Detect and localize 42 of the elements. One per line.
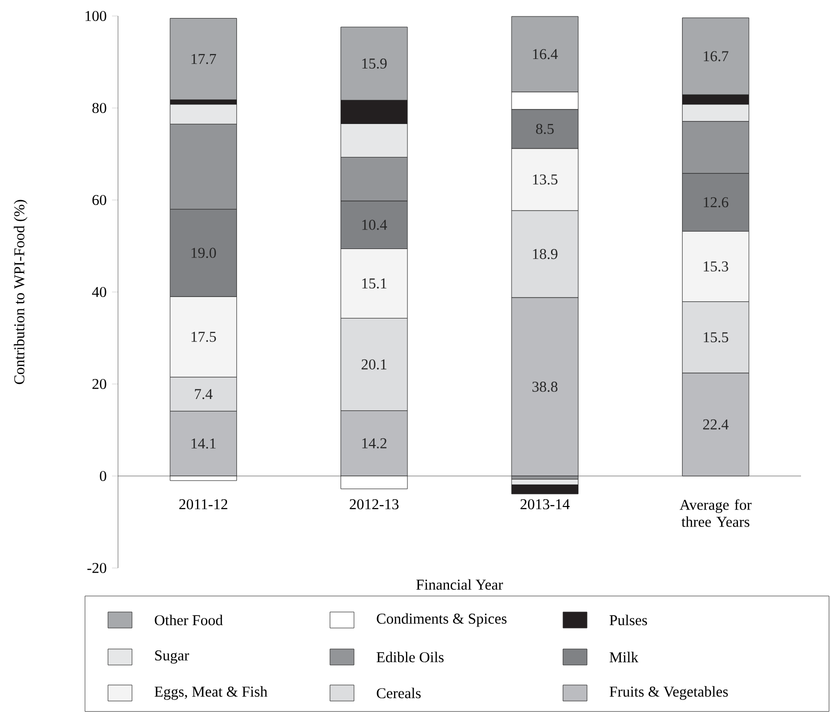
x-axis-title: Financial Year bbox=[416, 579, 503, 590]
legend-label: Edible Oils bbox=[376, 652, 444, 662]
y-axis-title: Contribution to WPI-Food (%) bbox=[14, 200, 28, 384]
y-tick-label: 40 bbox=[92, 286, 106, 298]
x-tick-label: 2013-14 bbox=[520, 499, 570, 510]
y-tick-label: 80 bbox=[92, 102, 106, 114]
data-label: 12.6 bbox=[704, 197, 728, 208]
legend-label: Milk bbox=[610, 652, 638, 662]
x-tick-label: 2011-12 bbox=[179, 499, 228, 510]
data-label: 15.1 bbox=[362, 278, 386, 289]
y-tick-label: 100 bbox=[86, 10, 106, 22]
data-label: 10.4 bbox=[362, 220, 388, 230]
data-label: 38.8 bbox=[532, 382, 558, 392]
y-tick-label: -20 bbox=[87, 562, 106, 574]
data-label: 14.1 bbox=[192, 438, 216, 449]
data-label: 22.4 bbox=[703, 419, 729, 430]
data-label: 17.5 bbox=[192, 332, 216, 342]
data-label: 15.3 bbox=[704, 261, 728, 272]
data-label: 16.4 bbox=[533, 49, 558, 60]
legend-label: Sugar bbox=[155, 650, 190, 664]
data-label: 13.5 bbox=[533, 174, 558, 185]
data-label: 17.7 bbox=[192, 54, 216, 64]
legend-label: Pulses bbox=[610, 614, 648, 626]
legend-label: Fruits & Vegetables bbox=[610, 686, 728, 700]
data-label: 15.5 bbox=[704, 332, 728, 342]
legend-label: Cereals bbox=[376, 688, 421, 698]
legend-label: Eggs, Meat & Fish bbox=[154, 686, 268, 700]
data-label: 14.2 bbox=[362, 438, 386, 448]
data-label: 15.9 bbox=[362, 58, 387, 69]
data-label: 8.5 bbox=[536, 124, 554, 134]
y-tick-label: 60 bbox=[92, 194, 106, 206]
data-label: 7.4 bbox=[194, 389, 213, 400]
data-label: 18.9 bbox=[533, 248, 558, 260]
legend-label: Other Food bbox=[154, 614, 223, 626]
y-tick-label: 20 bbox=[92, 378, 106, 390]
x-tick-label: Average for three Years bbox=[680, 499, 752, 527]
data-label: 19.0 bbox=[192, 248, 216, 258]
data-label: 16.7 bbox=[704, 51, 728, 62]
y-tick-label: 0 bbox=[100, 470, 106, 482]
x-tick-label: 2012-13 bbox=[350, 499, 399, 510]
data-label: 20.1 bbox=[362, 359, 386, 370]
legend-label: Condiments & Spices bbox=[376, 613, 507, 627]
